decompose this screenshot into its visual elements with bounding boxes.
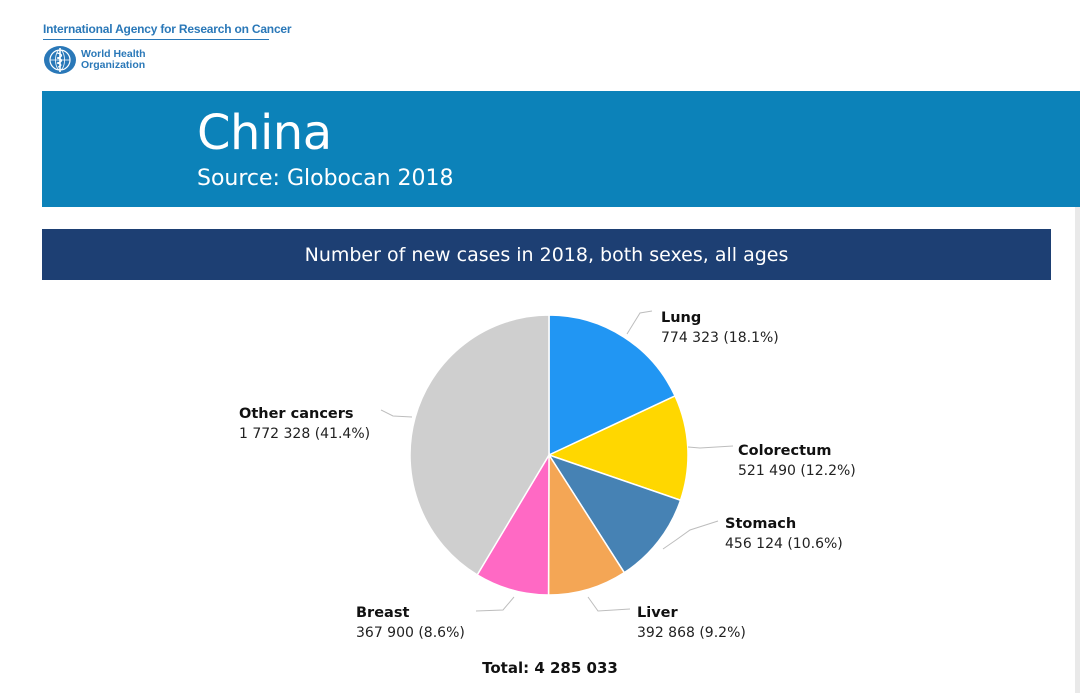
pie-slice-liver [547, 452, 626, 596]
slice-label-name: Lung [661, 310, 701, 326]
pie-slices [409, 314, 689, 596]
slice-label-value: 1 772 328 (41.4%) [239, 426, 370, 442]
chart-title: Number of new cases in 2018, both sexes,… [304, 243, 789, 266]
slice-label-value: 521 490 (12.2%) [738, 463, 856, 479]
pie-slice-stomach [547, 453, 682, 574]
leader-line-lung [626, 310, 653, 335]
header-divider [43, 39, 269, 40]
slice-label-name: Other cancers [239, 406, 354, 422]
iarc-header: International Agency for Research on Can… [43, 22, 292, 75]
slice-labels: Lung 774 323 (18.1%) Colorectum 521 490 (12… [239, 310, 856, 641]
leader-line-breast [475, 596, 515, 612]
agency-name: International Agency for Research on Can… [43, 22, 292, 36]
slice-label-name: Liver [637, 605, 678, 621]
slice-label-name: Colorectum [738, 443, 831, 459]
who-logo-row: World Health Organization [43, 45, 273, 75]
pie-slice-lung [548, 314, 677, 457]
who-name: World Health Organization [81, 49, 146, 71]
slice-label-value: 774 323 (18.1%) [661, 330, 779, 346]
country-banner: China Source: Globocan 2018 [42, 91, 1080, 207]
leader-lines [380, 310, 734, 612]
total-label: Total: 4 285 033 [482, 659, 618, 677]
country-title: China [197, 105, 332, 161]
pie-slice-other-cancers [409, 314, 550, 576]
slice-label-value: 456 124 (10.6%) [725, 536, 843, 552]
slice-label-value: 392 868 (9.2%) [637, 625, 746, 641]
page-edge [1075, 207, 1080, 693]
leader-line-other-cancers [380, 409, 413, 418]
leader-line-stomach [662, 520, 719, 550]
slice-label-name: Breast [356, 605, 409, 621]
leader-line-colorectum [687, 445, 734, 449]
chart-title-bar: Number of new cases in 2018, both sexes,… [42, 229, 1051, 280]
data-source: Source: Globocan 2018 [197, 166, 454, 191]
leader-line-liver [587, 596, 631, 612]
slice-label-name: Stomach [725, 516, 796, 532]
who-emblem-icon [44, 46, 76, 74]
who-name-line1: World Health [81, 48, 146, 60]
pie-slice-colorectum [547, 394, 689, 502]
who-name-line2: Organization [81, 59, 146, 71]
slice-label-value: 367 900 (8.6%) [356, 625, 465, 641]
